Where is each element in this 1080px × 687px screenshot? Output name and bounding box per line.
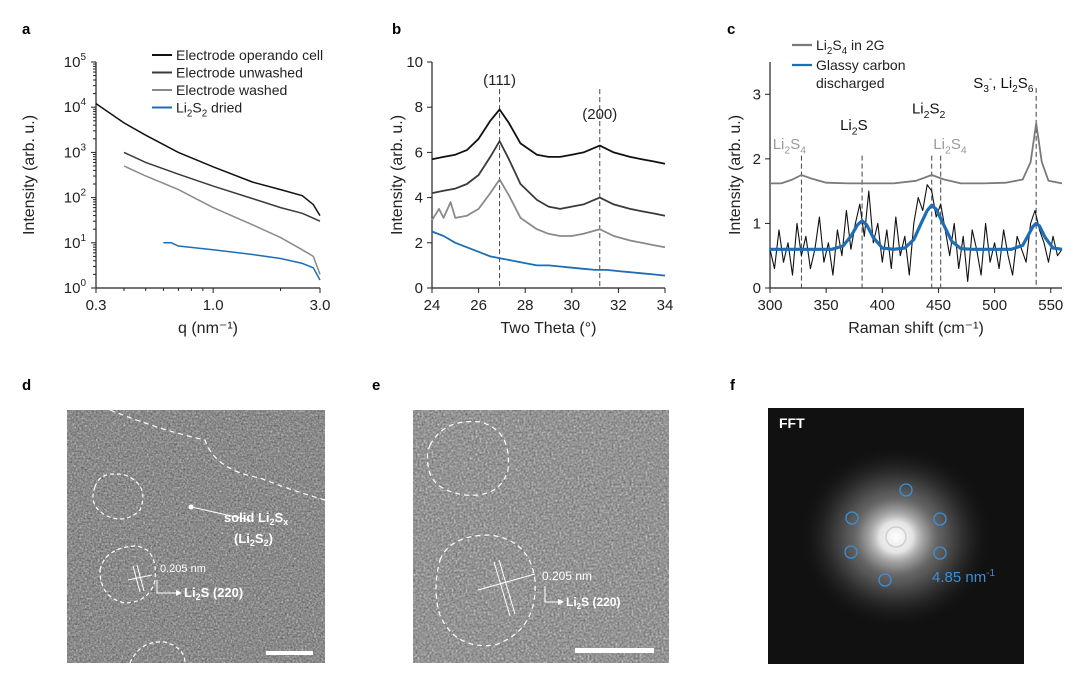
annotation-li2s-220-e: Li2S (220) <box>566 595 620 611</box>
panel-letter-f: f <box>730 377 736 394</box>
fft-spot <box>899 483 913 497</box>
y-tick-label: 102 <box>64 188 87 207</box>
y-axis-label: Intensity (arb. u.) <box>727 115 744 235</box>
dashed-region-d1 <box>92 473 144 520</box>
legend-label: Electrode washed <box>176 82 287 98</box>
annotation-spacing-d: 0.205 nm <box>160 563 206 575</box>
series-line-3 <box>431 230 666 277</box>
x-tick-label: 34 <box>657 297 674 314</box>
annotation-solid-li2sx: solid Li2Sx <box>224 510 288 527</box>
panel-letter-a: a <box>22 21 31 38</box>
fft-annotation: 4.85 nm-1 <box>932 568 996 586</box>
legend-label: Electrode unwashed <box>176 65 303 81</box>
dashed-boundary-d <box>109 409 326 501</box>
x-axis-label: Two Theta (°) <box>501 320 597 337</box>
y-tick-label: 3 <box>753 86 761 103</box>
series-line-1 <box>431 140 666 217</box>
x-tick-label: 350 <box>814 297 839 314</box>
tem-image-e: 0.205 nm Li2S (220) <box>413 410 669 663</box>
x-tick-label: 300 <box>757 297 782 314</box>
fft-spot <box>933 512 947 526</box>
series-line-2 <box>770 203 1063 251</box>
dashed-region-e1 <box>426 420 510 496</box>
x-tick-label: 26 <box>470 297 487 314</box>
fft-spot <box>844 545 858 559</box>
legend-label: Li2S4 in 2G <box>816 37 885 57</box>
fft-spot <box>878 573 892 587</box>
annotation-li2s2: (Li2S2) <box>234 531 273 548</box>
series-line-0 <box>431 108 666 165</box>
annotation-spacing-e: 0.205 nm <box>542 569 592 583</box>
panel-letter-b: b <box>392 21 401 38</box>
x-tick-label: 1.0 <box>203 297 224 314</box>
peak-label: Li2S4 <box>773 136 807 157</box>
legend-label: Li2S2 dried <box>176 100 242 120</box>
x-tick-label: 550 <box>1038 297 1063 314</box>
x-tick-label: 3.0 <box>310 297 331 314</box>
series-line-1 <box>123 151 321 222</box>
x-tick-label: 400 <box>870 297 895 314</box>
y-axis-label: Intensity (arb. u.) <box>21 115 38 235</box>
y-tick-label: 6 <box>415 144 423 161</box>
legend-label: Glassy carbon <box>816 57 905 73</box>
y-tick-label: 104 <box>64 97 87 116</box>
y-tick-label: 10 <box>406 54 423 71</box>
fft-spot <box>933 546 947 560</box>
y-tick-label: 101 <box>64 233 87 252</box>
series-line-0 <box>770 122 1063 185</box>
fft-title: FFT <box>779 415 805 431</box>
x-axis-label: Raman shift (cm⁻¹) <box>848 320 984 337</box>
dashed-region-d3 <box>129 641 186 664</box>
y-tick-label: 8 <box>415 99 423 116</box>
peak-label: (111) <box>483 72 516 89</box>
series-line-0 <box>95 102 321 216</box>
panel-letter-d: d <box>22 377 31 394</box>
x-tick-label: 30 <box>563 297 580 314</box>
y-tick-label: 2 <box>753 151 761 168</box>
x-tick-label: 500 <box>982 297 1007 314</box>
scale-bar-e <box>575 648 654 653</box>
x-tick-label: 450 <box>926 297 951 314</box>
x-tick-label: 28 <box>517 297 534 314</box>
peak-label: Li2S <box>840 117 868 138</box>
peak-label: (200) <box>582 106 617 123</box>
series-line-2 <box>123 165 321 275</box>
series-line-3 <box>163 242 321 281</box>
series-line-2 <box>431 178 666 249</box>
panel-letter-c: c <box>727 21 735 38</box>
dashed-region-e2 <box>435 534 536 647</box>
x-tick-label: 0.3 <box>86 297 107 314</box>
y-tick-label: 2 <box>415 235 423 252</box>
legend-label-line2: discharged <box>816 75 885 91</box>
y-tick-label: 0 <box>753 280 761 297</box>
scale-bar-d <box>266 651 313 655</box>
series-line-1 <box>769 184 1063 283</box>
y-tick-label: 1 <box>753 215 761 232</box>
annotation-li2s-220-d: Li2S (220) <box>184 585 243 602</box>
x-tick-label: 32 <box>610 297 627 314</box>
chart-a-saxs: 100 101 102 103 104 105 0.3 1.0 3.0 q (nm⁻¹) Inten… <box>21 47 330 337</box>
x-axis-label: q (nm⁻¹) <box>178 320 238 337</box>
peak-label: Li2S2 <box>912 101 946 122</box>
chart-c-raman: 0 1 2 3 300 350 400 450 500 550 Raman shift (cm⁻¹)… <box>727 37 1063 337</box>
legend-label: Electrode operando cell <box>176 47 323 63</box>
tem-image-d: solid Li2Sx (Li2S2) 0.205 nm Li2S (220) <box>67 409 326 664</box>
x-tick-label: 24 <box>424 297 441 314</box>
peak-label: S3-, Li2S6 <box>973 74 1034 95</box>
peak-label: Li2S4 <box>933 136 967 157</box>
panel-letter-e: e <box>372 377 380 394</box>
fft-image-f: FFT 4.85 nm-1 <box>768 408 1024 664</box>
y-tick-label: 103 <box>64 142 87 161</box>
fft-spot <box>845 511 859 525</box>
y-tick-label: 4 <box>415 190 423 207</box>
y-axis-label: Intensity (arb. u.) <box>389 115 406 235</box>
dashed-region-d2 <box>99 545 156 604</box>
y-tick-label: 100 <box>64 278 87 297</box>
y-tick-label: 0 <box>415 280 423 297</box>
y-tick-label: 105 <box>64 52 87 71</box>
